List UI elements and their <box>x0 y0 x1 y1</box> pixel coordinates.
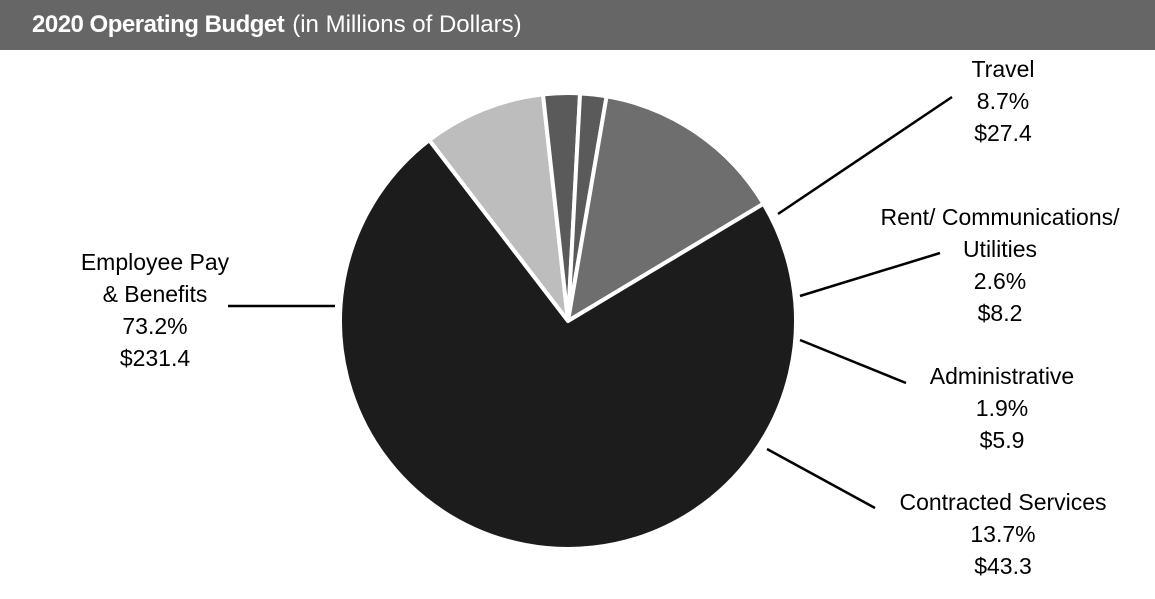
slice-name-label: Travel <box>971 56 1034 82</box>
slice-value-label: $27.4 <box>974 120 1032 146</box>
slice-value-label: $8.2 <box>978 300 1023 326</box>
slice-name-label: Contracted Services <box>899 489 1106 515</box>
pie-slice-employee-pay-benefits <box>338 138 798 551</box>
slice-name-label: Employee Pay <box>81 249 230 275</box>
slice-percent-label: 13.7% <box>970 521 1035 547</box>
chart-title: 2020 Operating Budget <box>32 11 285 38</box>
slice-percent-label: 1.9% <box>976 395 1028 421</box>
pie-slice-contracted-services <box>566 94 766 323</box>
slice-label-travel: Travel 8.7% $27.4 <box>971 56 1034 146</box>
slice-label-administrative: Administrative 1.9% $5.9 <box>930 363 1074 453</box>
slice-percent-label: 8.7% <box>977 88 1029 114</box>
leader-line-travel <box>777 95 953 216</box>
pie-slice-travel <box>427 92 570 323</box>
slice-label-employee-pay-benefits: Employee Pay & Benefits 73.2% $231.4 <box>81 249 230 371</box>
slice-name-label: Utilities <box>963 236 1037 262</box>
leader-line-administrative <box>799 338 907 385</box>
chart-title-bar: 2020 Operating Budget (in Millions of Do… <box>0 0 1155 50</box>
slice-percent-label: 2.6% <box>974 268 1026 294</box>
slice-name-label: Administrative <box>930 363 1074 389</box>
slice-value-label: $5.9 <box>980 427 1025 453</box>
slice-value-label: $231.4 <box>120 345 191 371</box>
slice-value-label: $43.3 <box>974 553 1032 579</box>
slice-name-label: Rent/ Communications/ <box>880 204 1120 230</box>
chart-subtitle: (in Millions of Dollars) <box>292 11 522 38</box>
leader-line-rent-communications-utilities <box>799 251 941 298</box>
slice-label-rent-communications-utilities: Rent/ Communications/Utilities 2.6% $8.2 <box>880 204 1120 326</box>
slice-name-label: & Benefits <box>103 281 208 307</box>
leader-line-contracted-services <box>766 447 876 510</box>
slice-label-contracted-services: Contracted Services 13.7% $43.3 <box>899 489 1106 579</box>
slice-percent-label: 73.2% <box>122 313 187 339</box>
